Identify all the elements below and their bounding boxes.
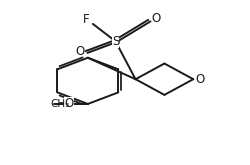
Text: O: O bbox=[150, 13, 160, 25]
Text: CH₃: CH₃ bbox=[50, 99, 69, 109]
Text: S: S bbox=[111, 35, 119, 48]
Text: O: O bbox=[64, 98, 73, 110]
Text: F: F bbox=[83, 13, 89, 26]
Text: O: O bbox=[76, 46, 84, 58]
Text: O: O bbox=[194, 73, 203, 86]
